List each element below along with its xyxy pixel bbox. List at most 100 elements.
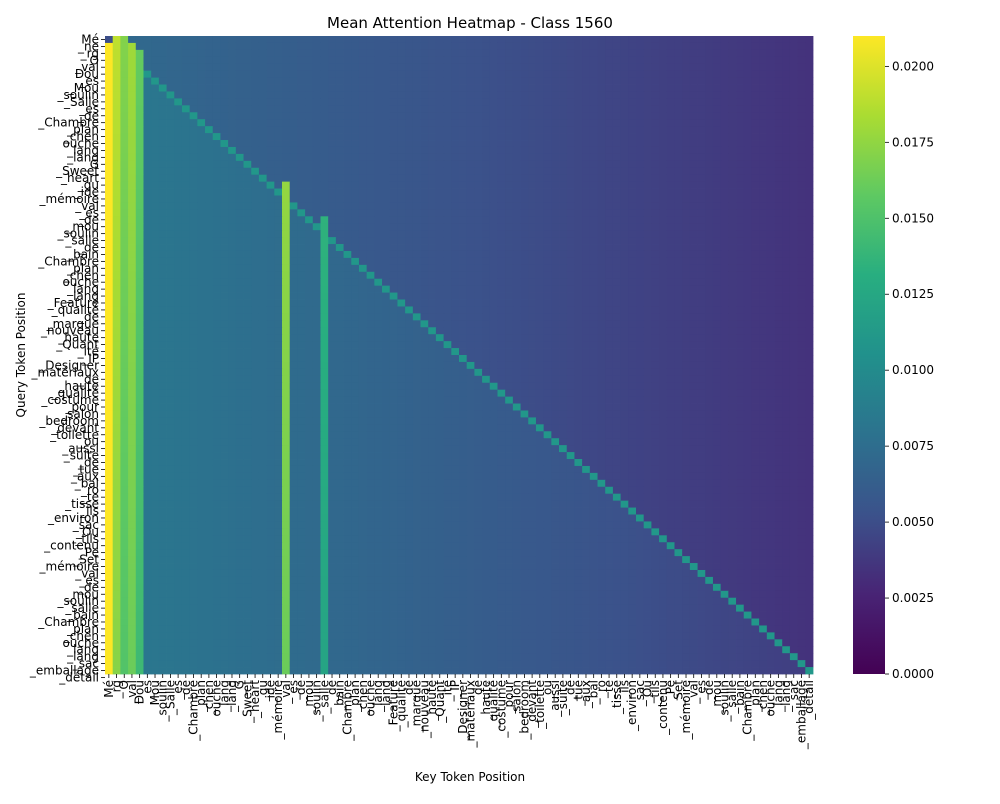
heatmap-cell [535, 84, 545, 92]
heatmap-cell [489, 63, 498, 72]
heatmap-cell [482, 105, 491, 113]
heatmap-cell [597, 202, 606, 210]
heatmap-cell [335, 84, 344, 92]
heatmap-cell [736, 375, 745, 384]
heatmap-cell [351, 181, 360, 189]
heatmap-cell [389, 389, 398, 397]
heatmap-cell [574, 341, 583, 349]
heatmap-cell [466, 174, 475, 183]
heatmap-cell [612, 382, 622, 391]
heatmap-cell [112, 153, 121, 162]
heatmap-cell [128, 84, 137, 92]
heatmap-cell [497, 195, 506, 203]
heatmap-cell [659, 77, 668, 85]
heatmap-cell [320, 140, 329, 148]
heatmap-cell [397, 98, 406, 106]
heatmap-cell [212, 98, 221, 106]
heatmap-cell [474, 230, 483, 238]
heatmap-cell [220, 355, 229, 363]
heatmap-cell [774, 174, 783, 183]
heatmap-cell [251, 216, 260, 224]
heatmap-cell [520, 403, 529, 411]
heatmap-cell [651, 375, 660, 384]
heatmap-cell [358, 188, 368, 196]
heatmap-cell [682, 126, 691, 134]
heatmap-cell [143, 348, 152, 356]
heatmap-cell [674, 216, 683, 224]
heatmap-cell [374, 98, 383, 106]
heatmap-cell [282, 153, 291, 162]
heatmap-cell [782, 361, 791, 370]
heatmap-cell [320, 119, 329, 127]
heatmap-cell [651, 334, 660, 342]
heatmap-cell [420, 36, 429, 44]
heatmap-cell [197, 403, 206, 411]
heatmap-cell [274, 382, 283, 391]
heatmap-cell [412, 160, 421, 169]
heatmap-cell [505, 188, 514, 196]
heatmap-cell [612, 126, 622, 134]
heatmap-cell [266, 230, 275, 238]
heatmap-cell [628, 320, 637, 328]
heatmap-cell [205, 271, 214, 280]
heatmap-cell [766, 181, 775, 189]
heatmap-cell [766, 202, 775, 210]
heatmap-cell [489, 209, 498, 217]
heatmap-cell [382, 36, 391, 44]
heatmap-cell [251, 84, 260, 92]
heatmap-cell [312, 105, 321, 113]
heatmap-cell [466, 140, 475, 148]
heatmap-cell [197, 285, 206, 293]
heatmap-cell [181, 84, 191, 92]
heatmap-cell [474, 382, 483, 391]
heatmap-cell [528, 292, 537, 300]
heatmap-cell [712, 396, 722, 404]
heatmap-cell [720, 341, 729, 349]
heatmap-cell [366, 237, 375, 245]
heatmap-cell [551, 195, 560, 203]
heatmap-cell [143, 389, 152, 397]
heatmap-cell [228, 209, 237, 217]
heatmap-cell [789, 160, 799, 169]
heatmap-cell [605, 77, 614, 85]
heatmap-cell [328, 271, 337, 280]
heatmap-cell [258, 306, 268, 314]
heatmap-cell [105, 195, 114, 203]
heatmap-cell [605, 49, 614, 58]
heatmap-cell [212, 348, 221, 356]
heatmap-cell [189, 56, 198, 65]
heatmap-cell [274, 361, 283, 370]
heatmap-cell [166, 396, 175, 404]
heatmap-cell [474, 188, 483, 196]
heatmap-cell [497, 348, 506, 356]
heatmap-cell [774, 271, 783, 280]
heatmap-cell [174, 195, 183, 203]
heatmap-cell [205, 250, 214, 259]
heatmap-cell [112, 160, 121, 169]
heatmap-cell [112, 174, 121, 183]
heatmap-cell [612, 202, 622, 210]
heatmap-cell [489, 202, 498, 210]
heatmap-cell [397, 375, 406, 384]
heatmap-cell [559, 327, 568, 335]
heatmap-cell [620, 49, 629, 58]
heatmap-cell [143, 320, 152, 328]
heatmap-cell [358, 126, 368, 134]
heatmap-cell [105, 63, 114, 72]
heatmap-cell [366, 209, 375, 217]
heatmap-cell [805, 140, 814, 148]
heatmap-cell [135, 63, 144, 72]
heatmap-cell [266, 195, 275, 203]
heatmap-cell [174, 368, 183, 377]
heatmap-cell [120, 368, 129, 377]
heatmap-cell [235, 202, 244, 210]
heatmap-cell [358, 361, 368, 370]
heatmap-cell [736, 361, 745, 370]
heatmap-cell [520, 299, 529, 307]
heatmap-cell [235, 361, 244, 370]
heatmap-cell [605, 361, 614, 370]
heatmap-cell [274, 202, 283, 210]
heatmap-cell [505, 285, 514, 293]
heatmap-cell [689, 403, 698, 411]
heatmap-cell [228, 403, 237, 411]
